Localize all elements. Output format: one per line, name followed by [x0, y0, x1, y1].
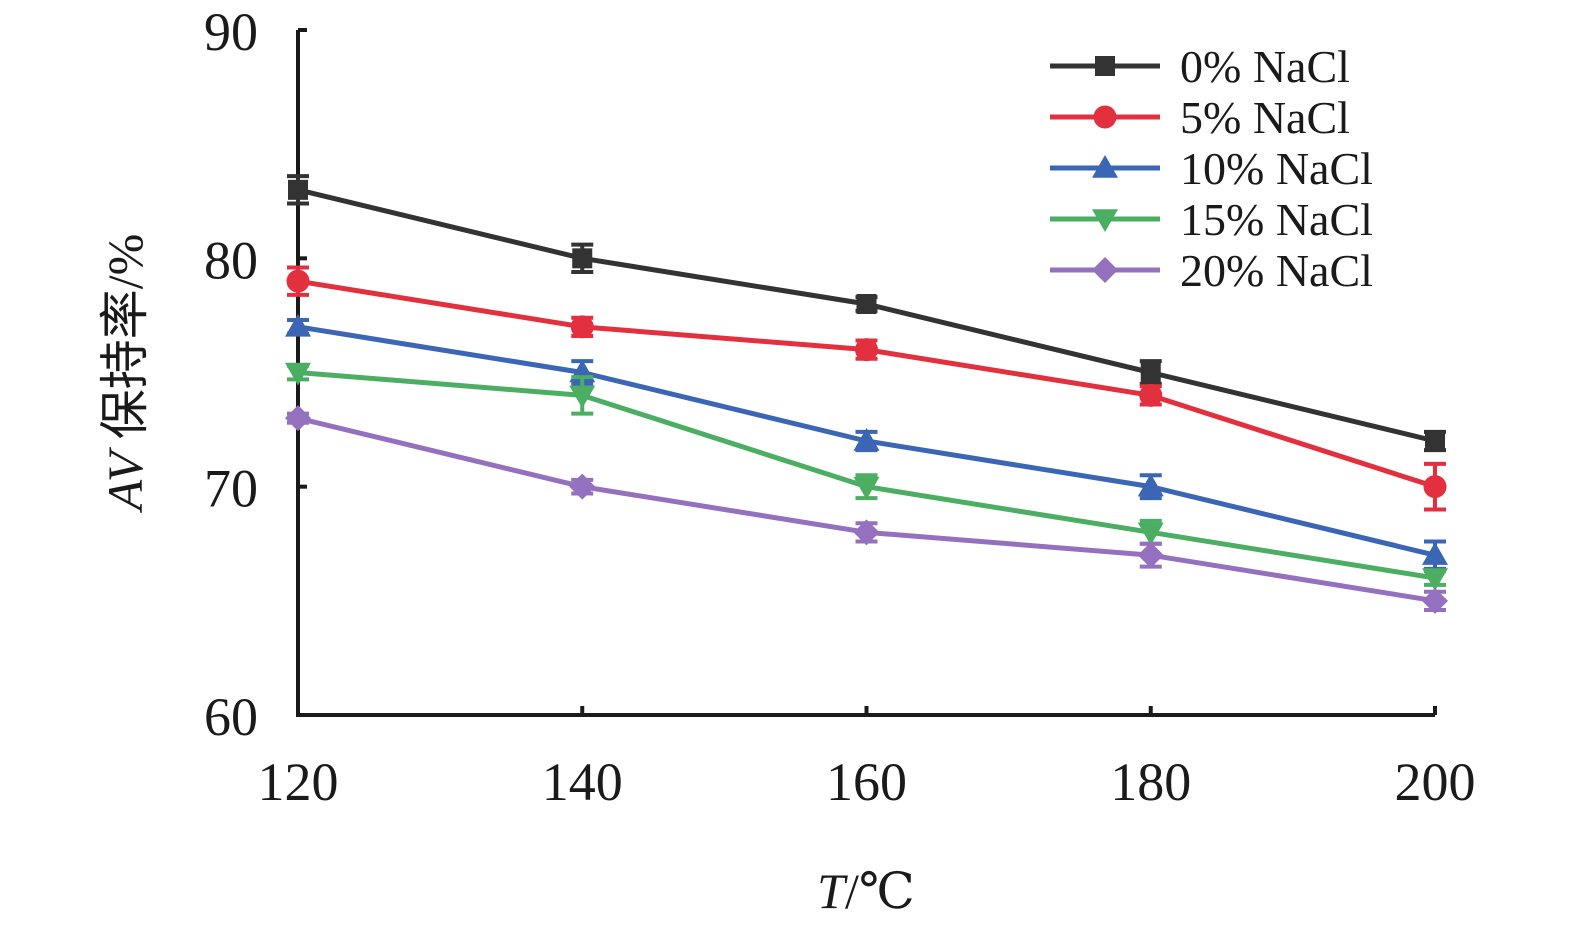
x-tick-label: 160: [826, 752, 907, 812]
data-point: [1139, 383, 1163, 407]
legend-marker: [1092, 257, 1118, 283]
series-0: [287, 174, 1446, 453]
data-point: [572, 248, 593, 269]
data-point: [855, 338, 878, 362]
data-point: [285, 405, 311, 432]
legend-item-3: 15% NaCl: [1050, 194, 1373, 245]
series-3: [285, 362, 1448, 591]
data-point: [285, 313, 311, 337]
y-tick-label: 80: [204, 230, 258, 290]
legend-item-0: 0% NaCl: [1050, 41, 1350, 92]
data-point: [1137, 542, 1164, 569]
legend-marker: [1092, 155, 1118, 178]
data-point: [1422, 568, 1448, 591]
x-tick-label: 180: [1110, 752, 1191, 812]
data-point: [853, 519, 880, 546]
data-point: [856, 294, 877, 314]
y-axis-title: AV 保持率/%: [97, 234, 153, 514]
series-1: [286, 265, 1447, 512]
series-4: [285, 405, 1448, 614]
legend-marker: [1095, 56, 1115, 76]
data-point: [569, 385, 596, 409]
data-point: [286, 269, 310, 293]
legend-item-2: 10% NaCl: [1050, 143, 1373, 194]
x-axis-title: T/℃: [817, 863, 915, 919]
data-point: [288, 179, 308, 200]
legend-marker: [1092, 209, 1118, 232]
y-axis-title-rest: 保持率/%: [97, 234, 153, 452]
y-tick-label: 90: [204, 2, 258, 62]
legend-label: 10% NaCl: [1180, 143, 1373, 194]
y-tick-label: 70: [204, 459, 258, 519]
legend-item-4: 20% NaCl: [1050, 245, 1373, 296]
data-point: [853, 476, 880, 500]
data-point: [1140, 362, 1161, 383]
data-point: [569, 473, 596, 500]
data-point: [1422, 542, 1448, 565]
legend-marker: [1093, 105, 1117, 129]
x-tick-label: 120: [258, 752, 339, 812]
x-tick-label: 140: [542, 752, 623, 812]
y-axis-title-italic: AV: [97, 446, 153, 513]
axes: 60 70 80 90 120 140 160 180 200: [204, 2, 1476, 812]
series-layer: [285, 174, 1448, 614]
x-axis-title-italic: T: [817, 863, 848, 919]
data-point: [1425, 431, 1445, 451]
x-axis-title-rest: /℃: [845, 863, 915, 919]
legend-label: 15% NaCl: [1180, 194, 1373, 245]
data-point: [1422, 587, 1448, 614]
data-point: [853, 428, 880, 451]
data-point: [570, 315, 594, 339]
data-point: [285, 362, 311, 386]
legend-label: 0% NaCl: [1180, 41, 1350, 92]
y-tick-label: 60: [204, 687, 258, 747]
legend-label: 5% NaCl: [1180, 92, 1350, 143]
data-point: [1137, 473, 1164, 497]
x-tick-label: 200: [1395, 752, 1476, 812]
data-point: [1137, 522, 1164, 546]
legend-item-1: 5% NaCl: [1050, 92, 1350, 143]
legend-label: 20% NaCl: [1180, 245, 1373, 296]
data-point: [1423, 475, 1447, 499]
